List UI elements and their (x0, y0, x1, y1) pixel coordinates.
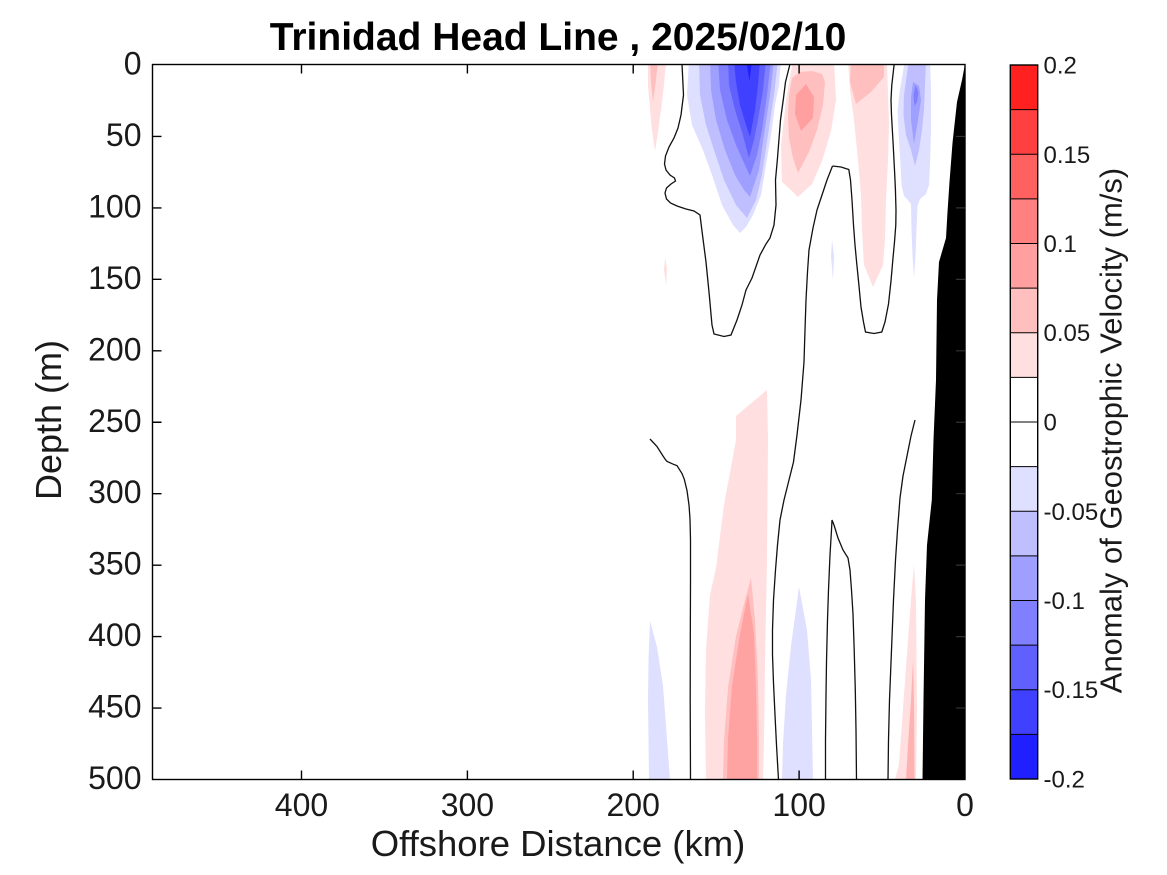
svg-text:100: 100 (88, 188, 141, 224)
svg-text:Depth (m): Depth (m) (28, 340, 69, 500)
svg-text:50: 50 (106, 117, 142, 153)
svg-text:300: 300 (441, 787, 494, 823)
svg-text:100: 100 (772, 787, 825, 823)
svg-text:0.1: 0.1 (1044, 231, 1077, 258)
svg-text:0.2: 0.2 (1044, 53, 1077, 80)
svg-text:200: 200 (88, 331, 141, 367)
svg-text:0: 0 (124, 46, 142, 82)
svg-text:400: 400 (275, 787, 328, 823)
svg-text:450: 450 (88, 689, 141, 725)
svg-text:300: 300 (88, 474, 141, 510)
svg-text:Offshore Distance (km): Offshore Distance (km) (371, 823, 746, 864)
svg-text:Anomaly of Geostrophic Velocit: Anomaly of Geostrophic Velocity (m/s) (1094, 168, 1129, 693)
svg-text:0.15: 0.15 (1044, 142, 1091, 169)
svg-text:-0.1: -0.1 (1044, 588, 1085, 615)
svg-text:-0.2: -0.2 (1044, 767, 1085, 794)
svg-text:350: 350 (88, 546, 141, 582)
svg-text:400: 400 (88, 617, 141, 653)
svg-text:0: 0 (956, 787, 974, 823)
svg-text:0: 0 (1044, 410, 1057, 437)
svg-text:-0.15: -0.15 (1044, 677, 1099, 704)
svg-text:Trinidad Head Line , 2025/02/1: Trinidad Head Line , 2025/02/10 (270, 16, 847, 59)
svg-text:200: 200 (607, 787, 660, 823)
svg-text:150: 150 (88, 260, 141, 296)
svg-text:-0.05: -0.05 (1044, 499, 1099, 526)
svg-text:250: 250 (88, 403, 141, 439)
svg-text:0.05: 0.05 (1044, 320, 1091, 347)
svg-text:500: 500 (88, 760, 141, 796)
